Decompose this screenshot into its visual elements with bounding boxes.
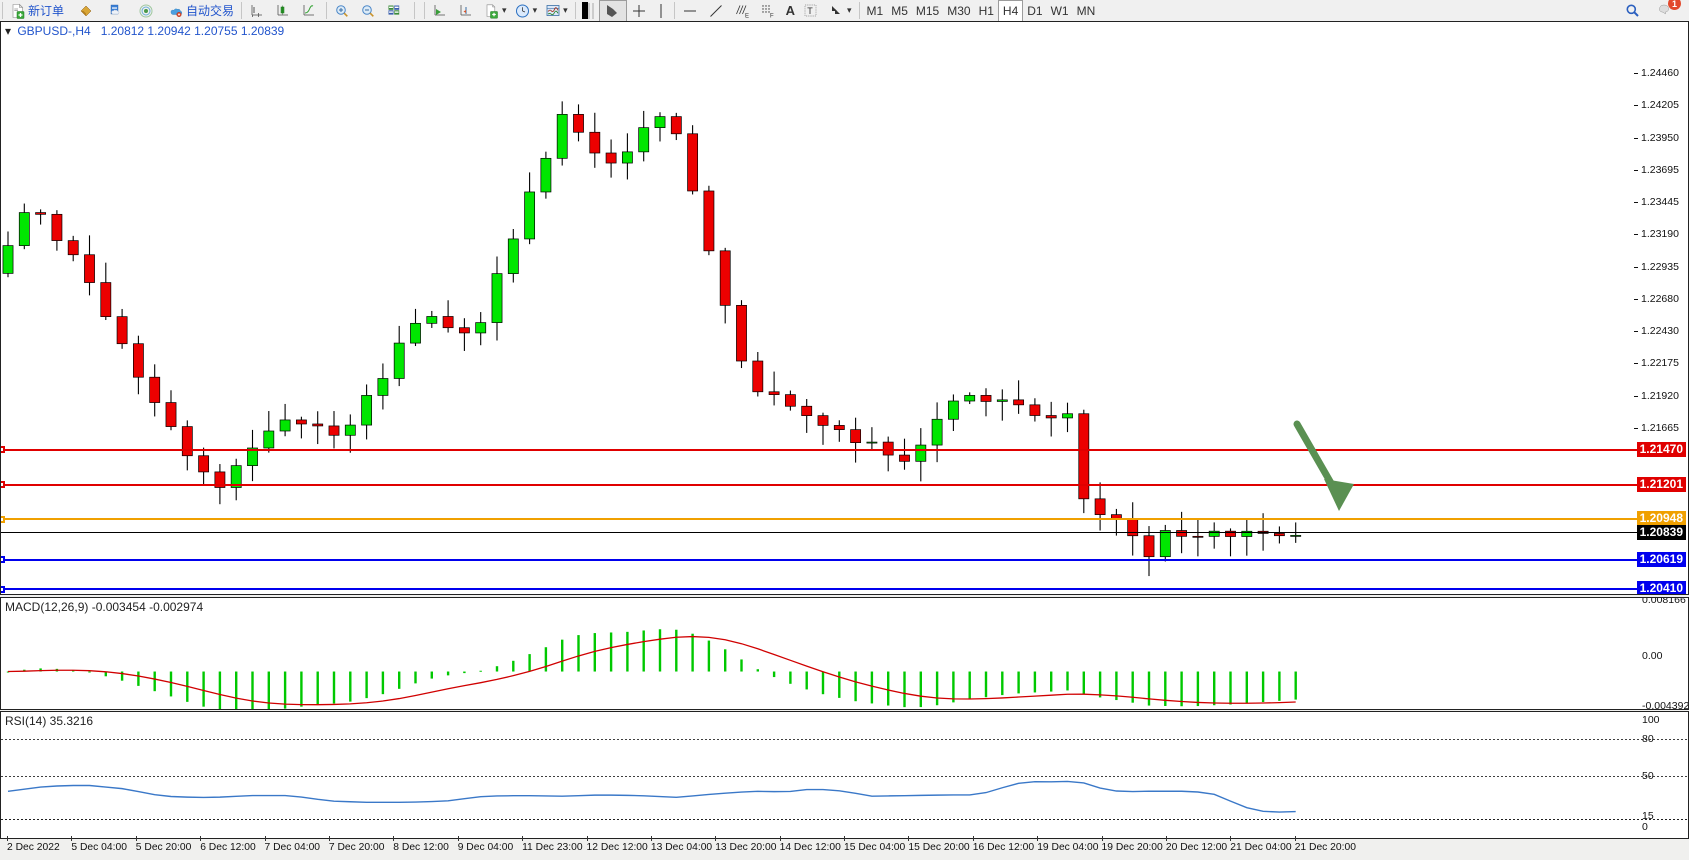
svg-text:F: F (770, 13, 774, 19)
svg-text:E: E (745, 13, 749, 19)
svg-text:T: T (807, 6, 813, 16)
